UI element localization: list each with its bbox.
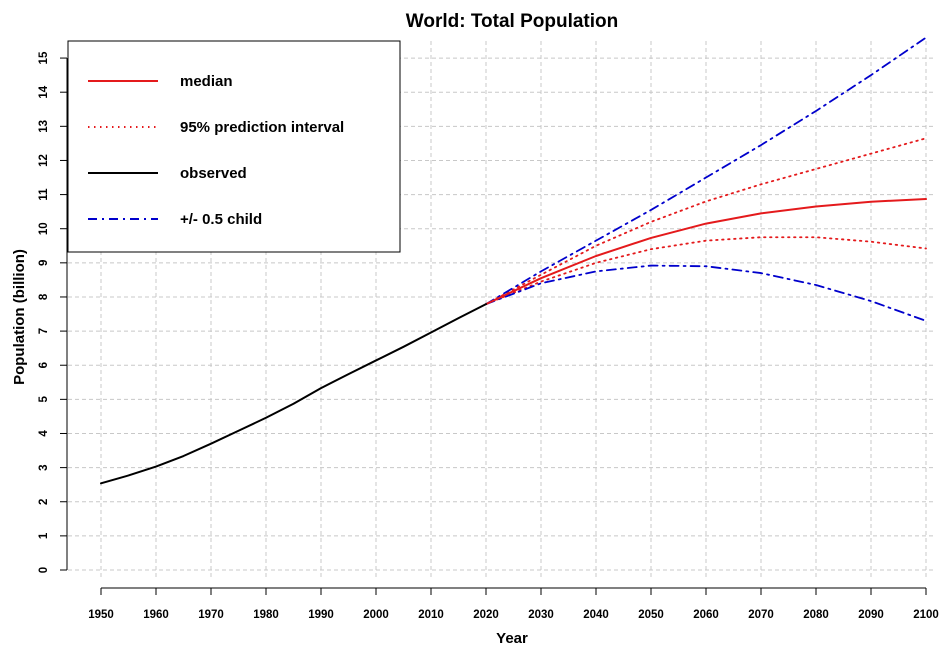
y-tick-label: 12 xyxy=(38,154,50,167)
y-tick-label: 2 xyxy=(38,499,50,505)
series-line-95-prediction-interval xyxy=(485,236,927,306)
x-tick-label: 2040 xyxy=(583,609,609,621)
series-line-0-5-child xyxy=(485,264,927,322)
x-tick-label: 2090 xyxy=(858,609,884,621)
legend-label: +/- 0.5 child xyxy=(180,211,262,228)
legend: median 95% prediction interval observed +/-… xyxy=(67,40,401,253)
series-lines xyxy=(100,36,927,485)
x-tick-label: 1960 xyxy=(143,609,169,621)
y-tick-label: 15 xyxy=(38,51,50,64)
x-tick-label: 1970 xyxy=(198,609,224,621)
chart-title: World: Total Population xyxy=(406,11,619,32)
legend-label: median xyxy=(180,73,233,90)
y-tick-label: 6 xyxy=(38,362,50,368)
x-tick-label: 1990 xyxy=(308,609,334,621)
x-tick-label: 2010 xyxy=(418,609,444,621)
y-tick-label: 8 xyxy=(38,293,50,300)
y-tick-label: 3 xyxy=(38,464,50,470)
y-tick-label: 14 xyxy=(38,85,50,98)
y-tick-label: 7 xyxy=(38,328,50,334)
x-tick-label: 2020 xyxy=(473,609,499,621)
grid xyxy=(68,41,936,580)
x-tick-label: 2050 xyxy=(638,609,664,621)
series-line-95-prediction-interval xyxy=(485,137,927,306)
x-tick-label: 1950 xyxy=(88,609,114,621)
x-tick-label: 2000 xyxy=(363,609,389,621)
series-line-observed xyxy=(100,303,487,485)
y-axis-label: Population (billion) xyxy=(11,249,28,385)
legend-label: 95% prediction interval xyxy=(180,119,344,136)
y-tick-label: 1 xyxy=(38,532,50,539)
x-tick-label: 2080 xyxy=(803,609,829,621)
y-tick-label: 13 xyxy=(38,120,50,133)
y-tick-label: 11 xyxy=(38,188,50,201)
x-tick-label: 2070 xyxy=(748,609,774,621)
y-tick-label: 10 xyxy=(38,222,50,235)
series-line-0-5-child xyxy=(485,36,927,306)
x-axis-label: Year xyxy=(496,630,528,647)
axes: 1950 1960 1970 1980 1990 2000 2010 2020 2030 2040… xyxy=(38,51,939,621)
x-tick-label: 2060 xyxy=(693,609,719,621)
y-tick-label: 9 xyxy=(38,260,50,266)
y-tick-label: 0 xyxy=(38,567,50,573)
x-tick-label: 1980 xyxy=(253,609,279,621)
legend-label: observed xyxy=(180,165,247,182)
x-tick-label: 2100 xyxy=(913,609,939,621)
x-tick-label: 2030 xyxy=(528,609,554,621)
y-tick-label: 5 xyxy=(38,396,50,403)
series-line-median xyxy=(485,198,927,306)
legend-box xyxy=(67,40,401,253)
y-tick-label: 4 xyxy=(38,430,50,437)
